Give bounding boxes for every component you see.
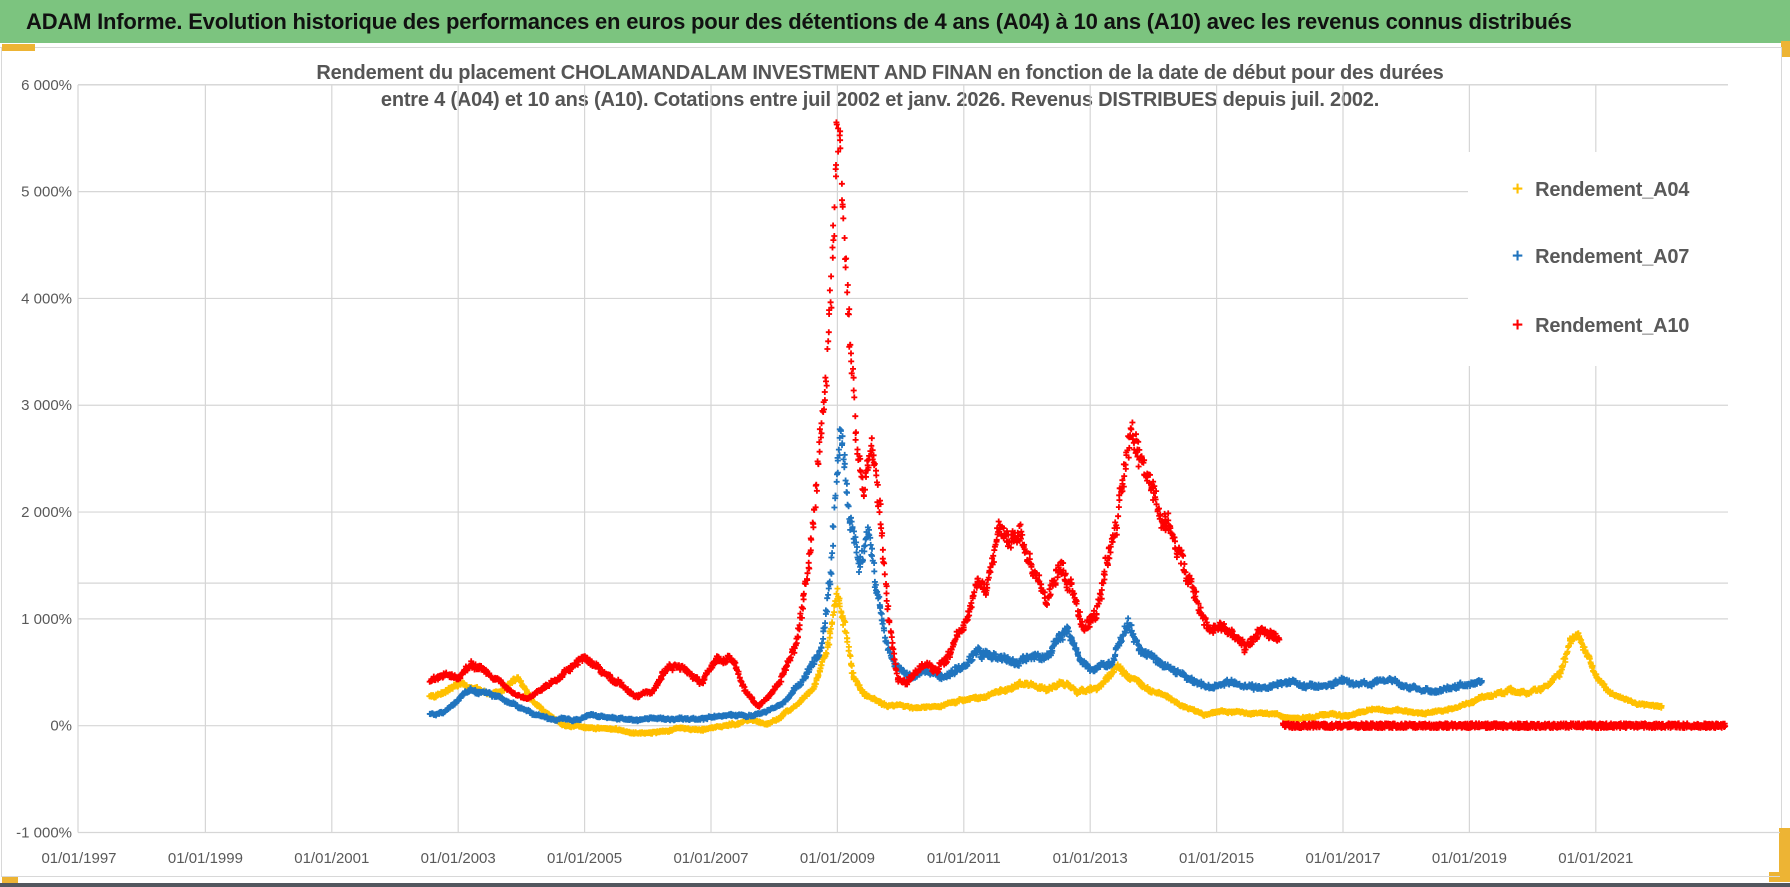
chart-title: Rendement du placement CHOLAMANDALAM INV…	[175, 60, 1585, 114]
y-tick-label: 3 000%	[21, 397, 72, 414]
chart-title-line1: Rendement du placement CHOLAMANDALAM INV…	[316, 62, 1444, 84]
x-tick-label: 01/01/1999	[168, 850, 243, 867]
legend-marker-icon: +	[1512, 246, 1524, 267]
x-tick-label: 01/01/1997	[41, 850, 116, 867]
legend-item-rendement_a07: + Rendement_A07	[1512, 243, 1689, 271]
x-tick-label: 01/01/2015	[1179, 850, 1254, 867]
legend-item-rendement_a04: + Rendement_A04	[1512, 176, 1689, 204]
x-tick-label: 01/01/2007	[673, 850, 748, 867]
series-rendement_a04	[426, 585, 1665, 737]
gold-dash-bottom-left	[2, 877, 18, 884]
gold-corner-bottom-right-vertical	[1779, 828, 1790, 878]
legend-item-label: Rendement_A04	[1535, 178, 1690, 201]
header-divider	[0, 47, 1790, 48]
x-tick-label: 01/01/2013	[1053, 850, 1128, 867]
window-bottom-strip	[0, 883, 1790, 887]
gold-dash-top-left	[2, 44, 35, 51]
header-title: ADAM Informe. Evolution historique des p…	[26, 8, 1572, 34]
chart-legend: + Rendement_A04 + Rendement_A07 + Rendement_A…	[1468, 152, 1728, 366]
x-tick-label: 01/01/2001	[294, 850, 369, 867]
y-tick-label: 2 000%	[21, 504, 72, 521]
legend-item-label: Rendement_A07	[1535, 245, 1690, 268]
x-tick-label: 01/01/2003	[421, 850, 496, 867]
legend-item-label: Rendement_A10	[1535, 314, 1690, 337]
header-bar: ADAM Informe. Evolution historique des p…	[0, 0, 1790, 43]
x-tick-label: 01/01/2019	[1432, 850, 1507, 867]
gold-corner-top-right	[1781, 41, 1790, 57]
window-border-left	[1, 47, 2, 876]
legend-marker-icon: +	[1512, 179, 1524, 200]
window-border-right	[1781, 47, 1782, 828]
y-tick-label: 4 000%	[21, 290, 72, 307]
y-tick-label: 1 000%	[21, 611, 72, 628]
x-tick-label: 01/01/2021	[1558, 850, 1633, 867]
y-tick-label: -1 000%	[16, 825, 72, 842]
window-border-bottom	[1, 876, 1780, 877]
y-tick-label: 0%	[50, 718, 72, 735]
series-rendement_a07	[426, 426, 1485, 725]
y-tick-label: 5 000%	[21, 184, 72, 201]
x-tick-label: 01/01/2009	[800, 850, 875, 867]
gold-corner-bottom-right-foot	[1769, 872, 1790, 882]
y-tick-label: 6 000%	[21, 77, 72, 94]
series-rendement_a10	[426, 119, 1729, 731]
legend-item-rendement_a10: + Rendement_A10	[1512, 312, 1689, 340]
x-tick-label: 01/01/2011	[927, 850, 1001, 867]
x-tick-label: 01/01/2017	[1305, 850, 1380, 867]
legend-marker-icon: +	[1512, 315, 1524, 336]
chart-title-line2: entre 4 (A04) et 10 ans (A10). Cotations…	[380, 89, 1380, 111]
x-tick-label: 01/01/2005	[547, 850, 622, 867]
